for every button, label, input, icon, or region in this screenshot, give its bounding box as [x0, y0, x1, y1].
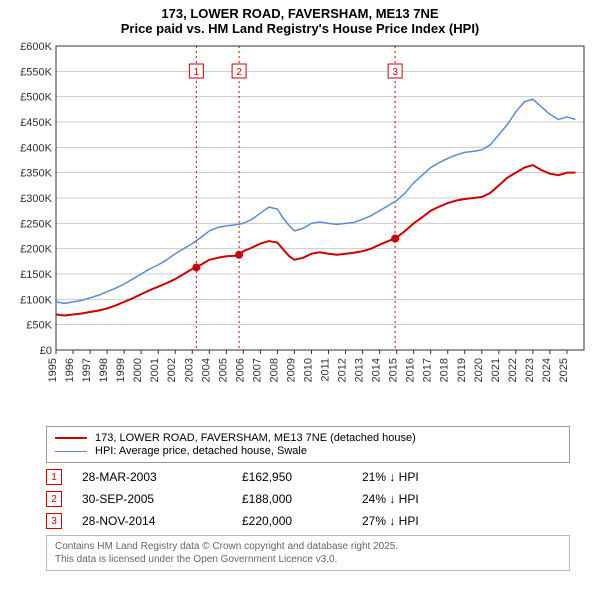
svg-text:2025: 2025 — [558, 358, 570, 382]
svg-text:1997: 1997 — [81, 358, 93, 382]
svg-text:£200K: £200K — [20, 244, 52, 256]
svg-text:2013: 2013 — [354, 358, 366, 382]
event-diff: 21% ↓ HPI — [362, 470, 482, 484]
svg-text:2024: 2024 — [541, 358, 553, 382]
chart-svg: £0 £50K £100K £150K £200K £250K £300K £350K £400… — [10, 40, 590, 420]
event-date: 28-NOV-2014 — [82, 514, 242, 528]
event-price: £162,950 — [242, 470, 362, 484]
svg-text:2023: 2023 — [524, 358, 536, 382]
legend-swatch — [55, 437, 87, 439]
svg-text:2020: 2020 — [473, 358, 485, 382]
svg-text:£150K: £150K — [20, 269, 52, 281]
svg-text:£100K: £100K — [20, 294, 52, 306]
svg-text:1: 1 — [194, 67, 200, 78]
event-date: 28-MAR-2003 — [82, 470, 242, 484]
svg-text:£350K: £350K — [20, 168, 52, 180]
legend-label: 173, LOWER ROAD, FAVERSHAM, ME13 7NE (de… — [95, 432, 416, 444]
svg-text:2018: 2018 — [439, 358, 451, 382]
svg-text:£600K: £600K — [20, 41, 52, 53]
event-row: 1 28-MAR-2003£162,95021% ↓ HPI — [46, 469, 570, 485]
svg-text:£250K: £250K — [20, 218, 52, 230]
svg-text:2000: 2000 — [132, 358, 144, 382]
legend-row: 173, LOWER ROAD, FAVERSHAM, ME13 7NE (de… — [55, 432, 561, 444]
legend-row: HPI: Average price, detached house, Swal… — [55, 445, 561, 457]
svg-text:2010: 2010 — [302, 358, 314, 382]
svg-text:2005: 2005 — [217, 358, 229, 382]
legend-swatch — [55, 451, 87, 452]
svg-text:2016: 2016 — [405, 358, 417, 382]
svg-text:2008: 2008 — [268, 358, 280, 382]
event-diff: 27% ↓ HPI — [362, 514, 482, 528]
svg-text:£500K: £500K — [20, 92, 52, 104]
svg-text:1996: 1996 — [64, 358, 76, 382]
event-row: 3 28-NOV-2014£220,00027% ↓ HPI — [46, 513, 570, 529]
svg-text:2001: 2001 — [149, 358, 161, 382]
legend: 173, LOWER ROAD, FAVERSHAM, ME13 7NE (de… — [46, 426, 570, 463]
svg-text:£450K: £450K — [20, 117, 52, 129]
legend-label: HPI: Average price, detached house, Swal… — [95, 445, 307, 457]
footer-attribution: Contains HM Land Registry data © Crown c… — [46, 535, 570, 571]
svg-text:£50K: £50K — [26, 320, 52, 332]
svg-text:2004: 2004 — [200, 358, 212, 382]
event-row: 2 30-SEP-2005£188,00024% ↓ HPI — [46, 491, 570, 507]
chart-subtitle: Price paid vs. HM Land Registry's House … — [0, 21, 600, 40]
svg-text:2014: 2014 — [371, 358, 383, 382]
svg-text:2021: 2021 — [490, 358, 502, 382]
svg-text:£550K: £550K — [20, 66, 52, 78]
event-diff: 24% ↓ HPI — [362, 492, 482, 506]
events-table: 1 28-MAR-2003£162,95021% ↓ HPI 2 30-SEP-200… — [46, 469, 570, 529]
svg-text:1995: 1995 — [47, 358, 59, 382]
svg-text:2006: 2006 — [234, 358, 246, 382]
svg-text:£300K: £300K — [20, 193, 52, 205]
svg-text:2022: 2022 — [507, 358, 519, 382]
svg-text:£400K: £400K — [20, 142, 52, 154]
svg-text:2019: 2019 — [456, 358, 468, 382]
svg-text:1999: 1999 — [115, 358, 127, 382]
svg-text:2003: 2003 — [183, 358, 195, 382]
svg-text:2012: 2012 — [337, 358, 349, 382]
event-number-badge: 1 — [46, 469, 62, 485]
event-price: £188,000 — [242, 492, 362, 506]
svg-text:£0: £0 — [40, 345, 52, 357]
svg-text:2015: 2015 — [388, 358, 400, 382]
chart-title: 173, LOWER ROAD, FAVERSHAM, ME13 7NE — [0, 0, 600, 21]
event-number-badge: 2 — [46, 491, 62, 507]
event-price: £220,000 — [242, 514, 362, 528]
footer-line-1: Contains HM Land Registry data © Crown c… — [55, 540, 561, 553]
footer-line-2: This data is licensed under the Open Gov… — [55, 553, 561, 566]
svg-text:3: 3 — [392, 67, 398, 78]
event-date: 30-SEP-2005 — [82, 492, 242, 506]
chart-area: £0 £50K £100K £150K £200K £250K £300K £350K £400… — [10, 40, 590, 420]
svg-text:2: 2 — [236, 67, 242, 78]
svg-text:2009: 2009 — [285, 358, 297, 382]
svg-text:2002: 2002 — [166, 358, 178, 382]
event-number-badge: 3 — [46, 513, 62, 529]
svg-text:2017: 2017 — [422, 358, 434, 382]
svg-text:2011: 2011 — [320, 358, 332, 382]
svg-text:2007: 2007 — [251, 358, 263, 382]
svg-text:1998: 1998 — [98, 358, 110, 382]
